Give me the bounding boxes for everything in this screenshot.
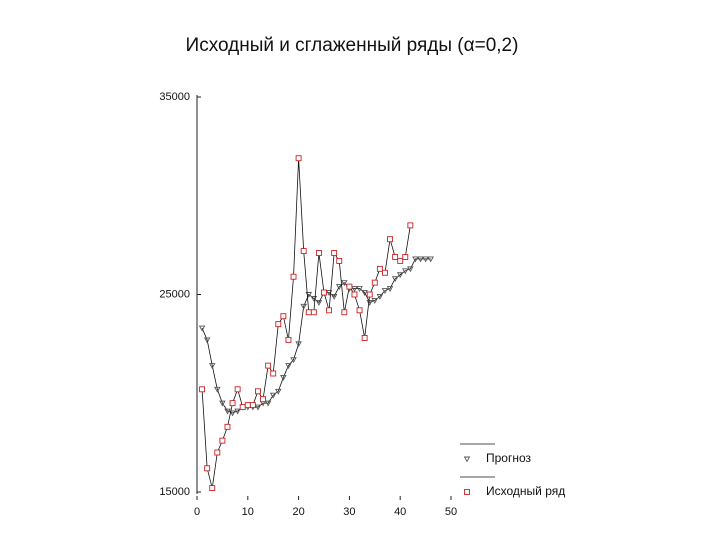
data-point — [214, 449, 221, 456]
data-point — [214, 386, 221, 393]
data-point — [269, 392, 277, 399]
data-point — [315, 250, 322, 256]
data-point — [396, 272, 404, 279]
data-point — [321, 289, 327, 296]
data-point — [290, 357, 297, 364]
data-point — [346, 283, 353, 290]
data-point — [285, 336, 292, 343]
data-point — [331, 250, 338, 256]
x-tick-label: 50 — [445, 506, 457, 518]
data-point — [300, 303, 307, 310]
data-point — [203, 337, 211, 344]
data-point — [407, 266, 414, 273]
data-point — [341, 309, 348, 316]
data-point — [198, 325, 206, 332]
data-point — [204, 465, 211, 472]
data-point — [234, 408, 241, 415]
data-point — [244, 402, 251, 409]
data-point — [310, 309, 317, 316]
data-point — [275, 321, 282, 328]
data-point — [280, 375, 287, 381]
data-point — [376, 294, 384, 300]
data-point — [336, 257, 343, 264]
legend-marker — [464, 489, 470, 495]
x-tick-label: 0 — [194, 506, 200, 518]
data-point — [239, 404, 246, 411]
data-point — [427, 256, 434, 263]
data-point — [412, 256, 419, 263]
x-tick-label: 30 — [343, 506, 355, 518]
data-point — [224, 408, 231, 415]
data-point — [265, 362, 272, 369]
data-point — [351, 291, 358, 298]
data-point — [326, 307, 333, 314]
x-tick-label: 10 — [242, 506, 254, 518]
chart-title: Исходный и сглаженный ряды (α=0,2) — [186, 35, 519, 56]
data-point — [208, 363, 216, 370]
data-point — [305, 309, 312, 316]
data-point — [381, 288, 389, 294]
y-tick-label: 15000 — [159, 486, 190, 498]
data-point — [402, 254, 409, 260]
data-point — [335, 284, 343, 291]
data-point — [397, 257, 404, 264]
data-point — [264, 400, 272, 407]
y-tick-label: 35000 — [159, 91, 190, 103]
data-point — [361, 290, 368, 296]
data-point — [417, 256, 424, 263]
data-point — [366, 291, 373, 298]
data-point — [275, 388, 282, 395]
data-point — [229, 410, 236, 417]
data-point — [315, 299, 323, 306]
data-point — [371, 279, 378, 286]
data-point — [234, 386, 241, 393]
data-point — [229, 400, 236, 407]
data-point — [351, 286, 358, 293]
legend-label: Прогноз — [486, 451, 532, 465]
data-point — [295, 341, 302, 348]
data-point — [330, 294, 338, 300]
data-point — [270, 370, 277, 377]
data-point — [219, 437, 226, 444]
data-point — [300, 248, 307, 255]
data-point — [382, 269, 388, 276]
data-point — [260, 396, 266, 403]
data-point — [290, 273, 297, 280]
data-point — [219, 400, 226, 407]
data-point — [402, 268, 409, 275]
data-point — [254, 404, 262, 411]
data-point — [376, 265, 383, 272]
data-point — [361, 335, 368, 341]
legend-label: Исходный ряд — [486, 484, 565, 498]
data-point — [280, 313, 287, 320]
data-point — [371, 297, 379, 304]
data-point — [255, 388, 261, 395]
x-tick-label: 20 — [292, 506, 304, 518]
data-point — [407, 222, 414, 229]
data-point — [224, 423, 231, 430]
data-point — [422, 256, 429, 263]
data-point — [199, 386, 206, 393]
data-point — [356, 286, 363, 293]
data-point — [209, 485, 216, 491]
data-point — [341, 280, 348, 287]
series-line — [201, 158, 411, 489]
y-tick-label: 25000 — [159, 288, 190, 300]
data-point — [249, 402, 256, 409]
data-point — [387, 236, 393, 243]
data-point — [295, 155, 302, 162]
data-point — [285, 363, 292, 370]
data-point — [392, 254, 399, 260]
data-point — [356, 307, 363, 314]
data-point — [391, 276, 399, 283]
data-point — [386, 286, 394, 293]
x-tick-label: 40 — [394, 506, 406, 518]
legend-marker — [463, 456, 471, 463]
